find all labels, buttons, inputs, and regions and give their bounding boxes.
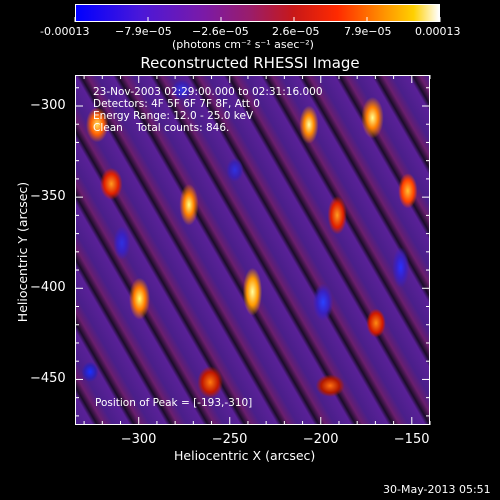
y-tick-label: −450 (30, 371, 66, 387)
info-energy-range: Energy Range: 12.0 - 25.0 keV (93, 110, 254, 122)
colorbar-tick-label: 7.9e−05 (344, 25, 392, 38)
y-axis-label: Heliocentric Y (arcsec) (15, 181, 30, 323)
x-tick-label: −300 (120, 432, 157, 447)
info-detectors: Detectors: 4F 5F 6F 7F 8F, Att 0 (93, 98, 260, 110)
y-tick-label: −400 (30, 280, 66, 296)
y-tick-label: −350 (30, 189, 66, 205)
colorbar-tick-label: −2.6e−05 (192, 25, 249, 38)
colorbar-tick-label: -0.00013 (40, 25, 90, 38)
colorbar-units-label: (photons cm⁻² s⁻¹ asec⁻²) (172, 38, 314, 51)
info-time-range: 23-Nov-2003 02:29:00.000 to 02:31:16.000 (93, 86, 323, 98)
x-axis-label: Heliocentric X (arcsec) (174, 448, 316, 463)
x-tick-label: −150 (393, 432, 430, 447)
colorbar-tick-label: 2.6e−05 (272, 25, 320, 38)
colorbar-tick-label: −7.9e−05 (115, 25, 172, 38)
peak-position-label: Position of Peak = [-193,-310] (95, 397, 253, 409)
info-clean-counts: Clean Total counts: 846. (93, 122, 230, 134)
y-tick-label: −300 (30, 97, 66, 113)
x-tick-label: −200 (302, 432, 339, 447)
colorbar-tick-label: 0.00013 (415, 25, 461, 38)
plot-title: Reconstructed RHESSI Image (140, 54, 360, 72)
timestamp: 30-May-2013 05:51 (383, 483, 491, 496)
rhessi-image (75, 75, 430, 425)
x-tick-label: −250 (211, 432, 248, 447)
colorbar (75, 4, 440, 22)
